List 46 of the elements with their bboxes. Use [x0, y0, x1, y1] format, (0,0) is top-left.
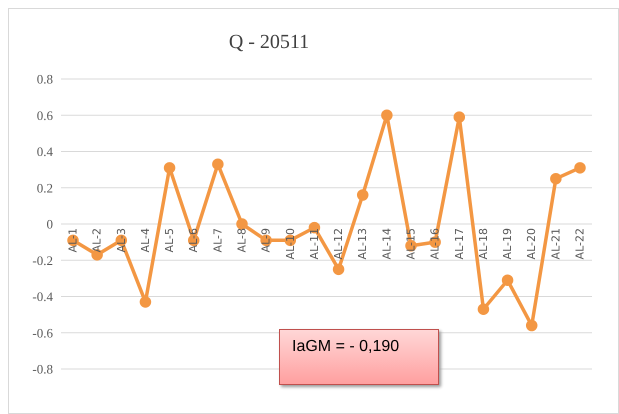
point — [526, 320, 538, 332]
x-tick-label: AL-12 — [332, 228, 346, 260]
point — [478, 303, 490, 315]
x-tick-label: AL-17 — [452, 228, 466, 260]
x-tick-label: AL-8 — [236, 228, 248, 252]
x-tick-label: AL-7 — [211, 228, 224, 252]
x-tick-label: AL-9 — [260, 228, 273, 252]
point — [550, 172, 562, 184]
y-tick-label: -0.4 — [32, 289, 54, 304]
y-tick-label: -0.6 — [32, 325, 54, 340]
x-tick-label: AL-2 — [90, 228, 104, 252]
x-tick-label: AL-4 — [138, 228, 152, 252]
chart-title: Q - 20511 — [228, 31, 310, 54]
x-tick-label: AL-11 — [308, 228, 321, 260]
y-tick-label: -0.8 — [32, 362, 53, 377]
point — [140, 296, 152, 308]
y-tick-label: -0.2 — [32, 252, 53, 268]
y-tick-label: 0.6 — [36, 108, 54, 123]
x-tick-label: AL-15 — [404, 228, 418, 260]
point — [574, 162, 586, 174]
point — [502, 274, 514, 286]
x-tick-label: AL-10 — [284, 228, 297, 260]
x-tick-label: AL-20 — [525, 228, 538, 260]
y-tick-label: 0.2 — [36, 180, 53, 196]
x-tick-label: AL-19 — [501, 228, 514, 260]
x-tick-label: AL-14 — [380, 228, 394, 260]
x-tick-label: AL-6 — [187, 228, 200, 252]
y-tick-label: 0.8 — [36, 72, 53, 87]
x-tick-label: AL-22 — [574, 228, 586, 260]
point — [164, 162, 176, 174]
point — [454, 111, 466, 123]
x-tick-label: AL-3 — [114, 228, 128, 252]
y-tick-label: 0 — [46, 216, 53, 232]
point — [381, 110, 393, 121]
point — [212, 158, 224, 170]
x-tick-label: AL-13 — [356, 228, 370, 260]
x-tick-label: AL-21 — [549, 228, 562, 260]
x-tick-label: AL-16 — [428, 228, 442, 260]
x-tick-label: AL-5 — [163, 228, 176, 252]
x-tick-label: AL-1 — [66, 228, 80, 252]
note-box: IaGM = - 0,190 — [279, 329, 439, 385]
x-tick-label: AL-18 — [476, 228, 490, 260]
point — [236, 218, 248, 230]
y-tick-label: 0.4 — [36, 144, 54, 160]
point — [332, 264, 344, 276]
point — [356, 189, 368, 201]
